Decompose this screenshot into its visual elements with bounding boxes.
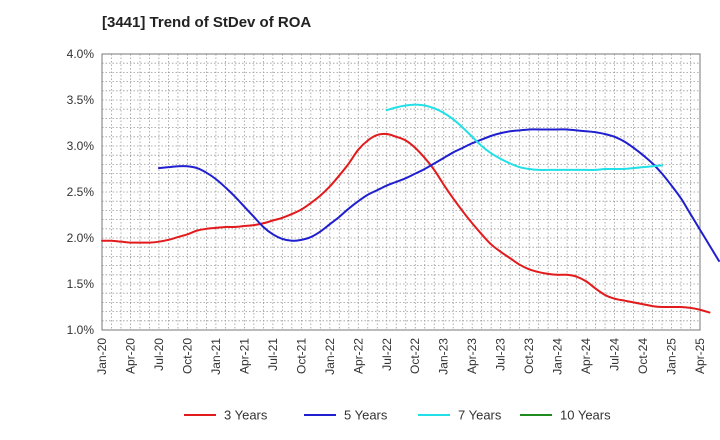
legend-label-10-years: 10 Years [560, 408, 611, 423]
x-tick-label: Jan-22 [323, 338, 337, 375]
y-tick-label: 1.0% [67, 323, 95, 337]
chart-title: [3441] Trend of StDev of ROA [102, 14, 312, 31]
x-tick-label: Apr-22 [351, 338, 365, 374]
legend-label-7-years: 7 Years [458, 408, 502, 423]
legend-label-3-years: 3 Years [224, 408, 268, 423]
x-tick-label: Jul-21 [266, 338, 280, 371]
x-tick-label: Oct-24 [636, 338, 650, 374]
series-line-5-years [157, 128, 720, 262]
x-tick-label: Apr-24 [579, 338, 593, 374]
y-tick-label: 2.5% [67, 185, 95, 199]
x-tick-label: Oct-20 [180, 338, 194, 374]
x-tick-label: Apr-23 [465, 338, 479, 374]
x-tick-label: Jan-25 [665, 338, 679, 375]
series-line-7-years [385, 103, 664, 171]
x-tick-label: Oct-21 [294, 338, 308, 374]
x-tick-label: Oct-22 [408, 338, 422, 374]
x-tick-label: Apr-25 [693, 338, 707, 374]
x-tick-label: Jul-23 [494, 338, 508, 371]
y-tick-label: 1.5% [67, 277, 95, 291]
series-line-3-years [101, 132, 711, 314]
x-tick-label: Oct-23 [522, 338, 536, 374]
legend-label-5-years: 5 Years [344, 408, 388, 423]
x-tick-label: Apr-21 [237, 338, 251, 374]
x-tick-label: Jul-24 [608, 338, 622, 371]
x-tick-label: Jan-23 [437, 338, 451, 375]
x-tick-label: Jan-24 [551, 338, 565, 375]
plot-frame [101, 53, 701, 331]
x-tick-label: Jan-21 [209, 338, 223, 375]
x-tick-label: Jul-20 [152, 338, 166, 371]
y-tick-label: 4.0% [67, 47, 95, 61]
y-tick-label: 3.5% [67, 93, 95, 107]
x-tick-label: Jul-22 [380, 338, 394, 371]
y-tick-label: 3.0% [67, 139, 95, 153]
x-tick-label: Jan-20 [95, 338, 109, 375]
y-tick-label: 2.0% [67, 231, 95, 245]
x-tick-label: Apr-20 [123, 338, 137, 374]
